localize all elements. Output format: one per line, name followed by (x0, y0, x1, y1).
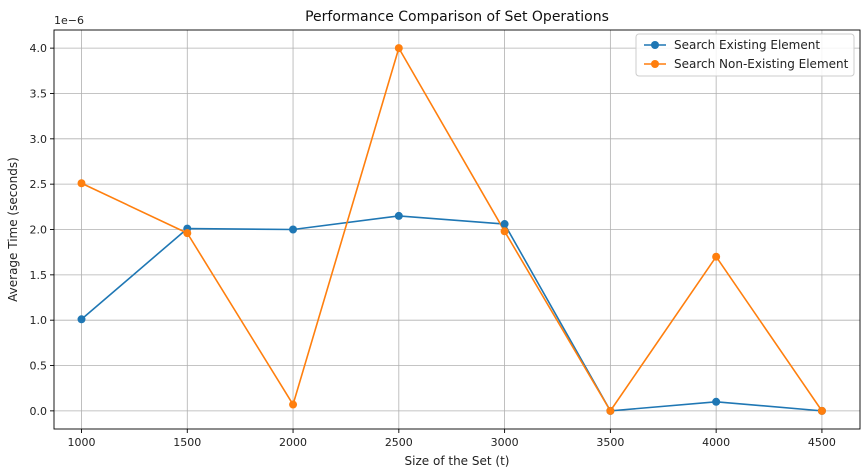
x-tick-label: 3500 (596, 436, 624, 449)
series-2-point (606, 406, 615, 415)
series-lines (80, 47, 823, 412)
series-2-point (183, 229, 192, 238)
x-tick-label: 1500 (173, 436, 201, 449)
y-tick-label: 4.0 (30, 42, 48, 55)
chart-title: Performance Comparison of Set Operations (305, 9, 609, 25)
y-tick-label: 0.5 (30, 360, 48, 373)
legend-label-2: Search Non-Existing Element (674, 57, 849, 71)
series-2-point (77, 179, 86, 188)
series-1-point (289, 225, 298, 234)
y-axis-offset-label: 1e−6 (54, 14, 84, 27)
series-points (77, 44, 826, 415)
x-tick-label: 1000 (68, 436, 96, 449)
legend: Search Existing Element Search Non-Existi… (635, 33, 855, 77)
y-axis-label: Average Time (seconds) (6, 157, 20, 302)
series-line-1 (80, 215, 822, 412)
x-tick-label: 4000 (702, 436, 730, 449)
legend-marker-1 (651, 41, 659, 49)
legend-marker-2 (651, 60, 659, 68)
legend-label-1: Search Existing Element (674, 38, 820, 52)
series-2-point (394, 44, 403, 53)
series-1-point (500, 220, 509, 229)
series-1-point (77, 315, 86, 324)
x-tick-label: 2500 (385, 436, 413, 449)
series-2-point (712, 252, 721, 261)
series-line-2 (81, 47, 823, 412)
x-tick-label: 4500 (808, 436, 836, 449)
grid-lines (54, 30, 860, 429)
y-tick-label: 2.5 (30, 178, 48, 191)
series-2-point (500, 227, 509, 236)
y-tick-label: 3.5 (30, 87, 48, 100)
x-axis-label: Size of the Set (t) (405, 454, 510, 468)
axis-ticks: 1000 1500 2000 2500 3000 3500 4000 4500 0.0 0.5 1.… (30, 42, 836, 449)
legend-box (635, 33, 855, 77)
x-tick-label: 2000 (279, 436, 307, 449)
y-tick-label: 3.0 (30, 133, 48, 146)
x-tick-label: 3000 (491, 436, 519, 449)
series-2-point (289, 400, 298, 409)
series-2-point (817, 406, 826, 415)
y-tick-label: 0.0 (30, 405, 48, 418)
y-tick-label: 1.0 (30, 314, 48, 327)
y-tick-label: 1.5 (30, 269, 48, 282)
y-tick-label: 2.0 (30, 224, 48, 237)
series-1-point (394, 211, 403, 220)
series-1-point (712, 397, 721, 406)
